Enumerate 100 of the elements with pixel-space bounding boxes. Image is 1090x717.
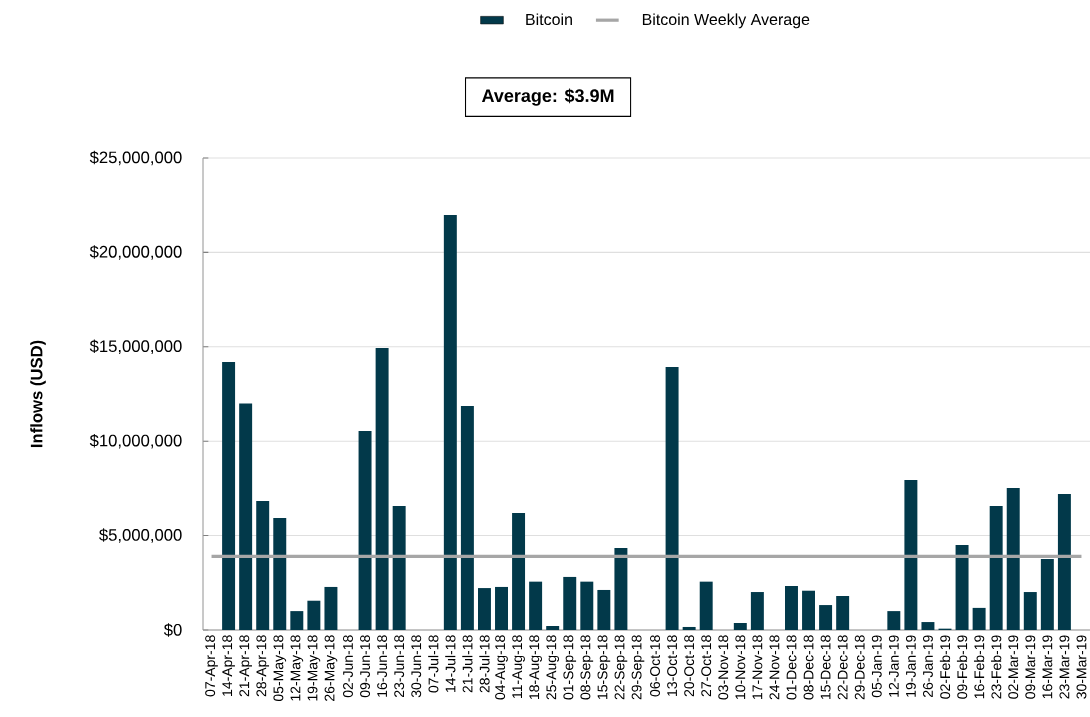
x-tick-label: 12-May-18	[290, 635, 304, 701]
bar	[1023, 592, 1037, 630]
bar	[307, 600, 321, 630]
x-tick-label: 19-May-18	[307, 635, 321, 701]
x-tick-label: 17-Nov-18	[752, 635, 763, 699]
x-tick-label: 16-Mar-19	[1042, 635, 1053, 699]
bar	[921, 622, 935, 630]
bar	[785, 586, 798, 630]
legend-label: Bitcoin Weekly Average	[642, 13, 810, 29]
bar	[273, 518, 287, 630]
x-tick-label: 28-Jul-18	[479, 635, 490, 693]
x-tick-label: 09-Feb-19	[956, 635, 968, 699]
x-tick-label: 02-Jun-18	[343, 635, 353, 698]
x-tick-label: 21-Jul-18	[462, 635, 473, 693]
x-tick-label: 22-Sep-18	[614, 635, 628, 700]
x-tick-label: 23-Feb-19	[991, 635, 1002, 699]
x-tick-label: 09-Jun-18	[360, 635, 371, 698]
bar	[477, 588, 491, 630]
x-tick-label: 20-Oct-18	[684, 635, 695, 697]
y-tick-label: $0	[163, 623, 182, 637]
text: Average: $3.9M	[481, 88, 614, 106]
x-tick-label: 22-Dec-18	[837, 635, 848, 700]
bar	[972, 607, 986, 630]
x-tick-label: 15-Sep-18	[597, 635, 611, 700]
x-tick-label: 03-Nov-18	[718, 635, 729, 700]
bar	[887, 611, 901, 630]
bar	[392, 505, 406, 630]
bar	[495, 586, 508, 630]
bar	[290, 611, 304, 630]
bar	[324, 586, 338, 630]
x-tick-label: 02-Feb-19	[939, 635, 951, 699]
x-tick-label: 14-Apr-18	[222, 635, 235, 696]
x-tick-label: 05-May-18	[273, 635, 287, 702]
bar	[665, 366, 679, 630]
x-tick-label: 29-Dec-18	[854, 635, 865, 700]
bar	[375, 347, 389, 630]
x-tick-label: 21-Apr-18	[239, 635, 252, 697]
x-tick-label: 02-Mar-19	[1008, 635, 1019, 699]
x-tick-label: 30-Mar-19	[1076, 635, 1087, 699]
x-tick-label: 26-Jan-19	[923, 635, 933, 698]
x-tick-label: 08-Sep-18	[580, 635, 594, 700]
x-tick-label: 16-Jun-18	[377, 635, 388, 697]
x-tick-label: 19-Jan-19	[905, 635, 916, 697]
bar	[358, 430, 372, 630]
bar	[955, 545, 969, 630]
x-tick-label: 29-Sep-18	[631, 635, 645, 700]
bar	[750, 592, 764, 630]
x-tick-label: 15-Dec-18	[820, 635, 831, 699]
y-tick-label: $20,000,000	[89, 245, 182, 260]
x-tick-label: 05-Jan-19	[871, 635, 882, 698]
bar	[699, 581, 713, 630]
x-tick-label: 10-Nov-18	[735, 635, 746, 699]
bar	[802, 590, 816, 630]
x-tick-label: 01-Dec-18	[786, 635, 797, 700]
y-tick-label: $5,000,000	[99, 528, 182, 543]
bar	[597, 589, 611, 630]
bar	[222, 361, 236, 630]
x-tick-label: 12-Jan-19	[888, 635, 899, 697]
x-tick-label: 18-Aug-18	[529, 635, 542, 700]
y-axis-title: Inflows (USD)	[30, 340, 46, 448]
bar	[546, 626, 560, 630]
bar	[443, 215, 457, 630]
bar	[989, 505, 1003, 630]
x-tick-label: 11-Aug-18	[512, 635, 525, 698]
x-tick-label: 14-Jul-18	[445, 635, 456, 692]
x-tick-label: 26-May-18	[324, 635, 338, 701]
bar	[239, 403, 253, 630]
x-tick-label: 13-Oct-18	[667, 635, 678, 696]
bar	[460, 406, 474, 630]
bar	[529, 581, 543, 630]
x-tick-label: 04-Aug-18	[495, 635, 508, 700]
x-tick-label: 07-Jul-18	[428, 635, 439, 693]
bar	[682, 626, 696, 630]
x-tick-label: 24-Nov-18	[769, 635, 780, 700]
bar	[512, 512, 526, 630]
y-tick-label: $15,000,000	[89, 339, 182, 355]
x-tick-label: 23-Mar-19	[1059, 635, 1070, 699]
bar	[580, 581, 594, 630]
y-tick-label: $25,000,000	[89, 150, 182, 166]
x-tick-label: 09-Mar-19	[1025, 635, 1036, 699]
bar	[819, 605, 833, 630]
bar	[904, 480, 918, 630]
y-tick-label: $10,000,000	[89, 433, 182, 449]
bar	[256, 501, 270, 630]
bar	[614, 548, 628, 630]
x-tick-label: 01-Sep-18	[563, 635, 577, 700]
x-tick-label: 06-Oct-18	[650, 635, 660, 697]
bar	[1006, 488, 1020, 630]
x-tick-label: 25-Aug-18	[546, 635, 560, 700]
x-tick-label: 23-Jun-18	[394, 635, 405, 698]
bar	[1057, 494, 1071, 630]
bar	[836, 596, 850, 630]
bar	[1040, 559, 1054, 630]
legend-label: Bitcoin	[526, 13, 572, 26]
x-tick-label: 16-Feb-19	[973, 635, 985, 699]
bar	[563, 576, 577, 630]
x-tick-label: 28-Apr-18	[256, 635, 270, 697]
x-tick-label: 30-Jun-18	[411, 635, 422, 698]
x-tick-label: 27-Oct-18	[701, 635, 712, 697]
x-tick-label: 08-Dec-18	[803, 635, 814, 700]
